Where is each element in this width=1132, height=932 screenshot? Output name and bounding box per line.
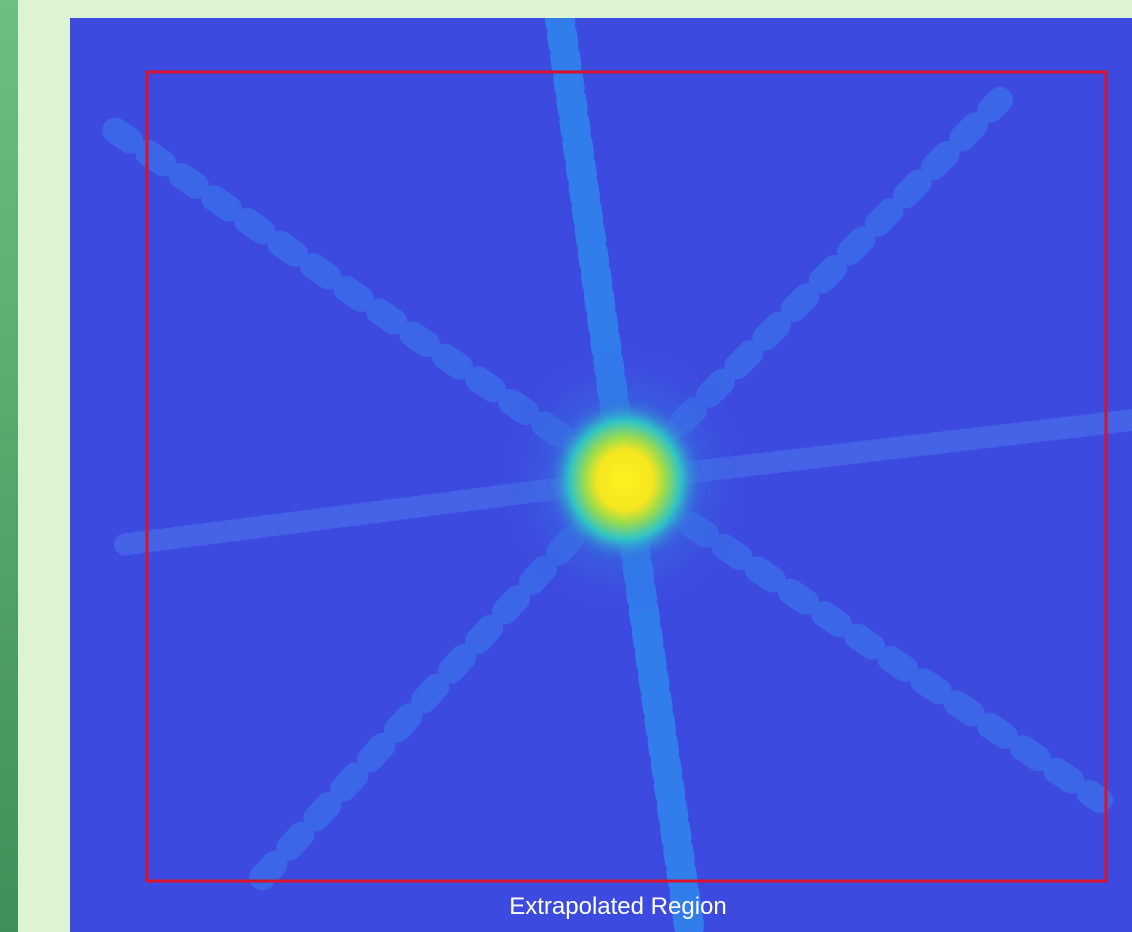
page: Extrapolated Region (() => { const data … (0, 0, 1132, 932)
caption: Extrapolated Region (509, 893, 726, 920)
slide-figure: Extrapolated Region (0, 0, 1132, 932)
central-peak (545, 395, 705, 565)
